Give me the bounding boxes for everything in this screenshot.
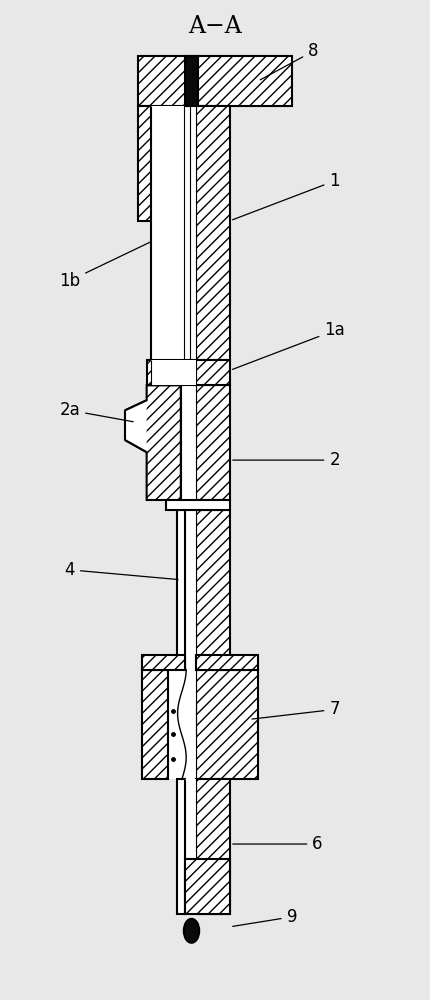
- Bar: [142, 655, 185, 670]
- Bar: [185, 510, 196, 670]
- Bar: [177, 510, 185, 670]
- Text: 1b: 1b: [59, 242, 150, 290]
- Bar: [138, 56, 292, 106]
- Bar: [147, 360, 196, 385]
- Text: 8: 8: [260, 42, 319, 80]
- Bar: [151, 360, 196, 385]
- Bar: [177, 779, 185, 914]
- Text: 7: 7: [252, 700, 340, 719]
- Text: 6: 6: [233, 835, 323, 853]
- Bar: [166, 500, 230, 510]
- Bar: [196, 385, 230, 500]
- Bar: [185, 859, 230, 914]
- Bar: [196, 670, 258, 779]
- Ellipse shape: [184, 919, 199, 943]
- Bar: [184, 106, 190, 360]
- Polygon shape: [125, 385, 181, 500]
- Bar: [196, 360, 230, 385]
- Text: 9: 9: [233, 908, 297, 926]
- Text: 1: 1: [233, 172, 340, 220]
- Bar: [196, 779, 230, 914]
- Polygon shape: [125, 400, 147, 452]
- Bar: [181, 385, 196, 500]
- Bar: [196, 106, 230, 360]
- Text: A−A: A−A: [188, 15, 242, 38]
- Text: 1a: 1a: [233, 321, 345, 369]
- Bar: [168, 670, 196, 779]
- Text: 2: 2: [233, 451, 340, 469]
- Bar: [185, 56, 198, 106]
- Bar: [142, 670, 168, 779]
- Bar: [196, 655, 258, 670]
- Bar: [138, 106, 151, 221]
- Text: 2a: 2a: [59, 401, 133, 422]
- Bar: [196, 510, 230, 670]
- Bar: [151, 221, 162, 360]
- Bar: [185, 779, 196, 914]
- Text: 4: 4: [64, 561, 178, 580]
- Bar: [151, 106, 196, 360]
